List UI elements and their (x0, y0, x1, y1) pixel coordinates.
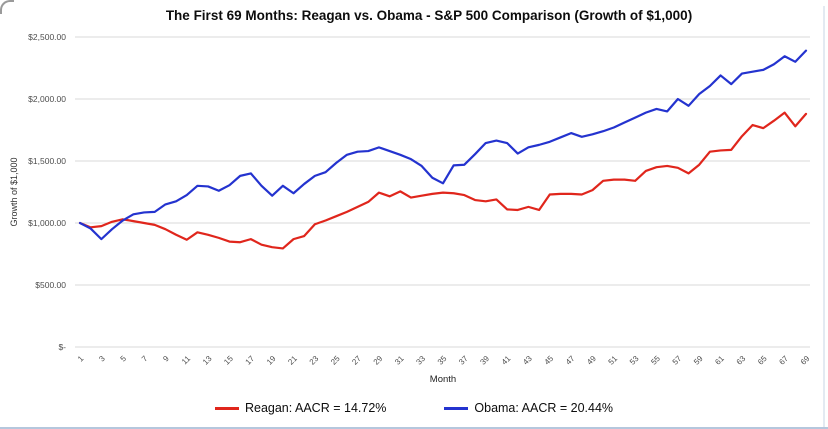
x-tick-label: 43 (521, 354, 534, 367)
window-bottom-edge (0, 427, 828, 429)
x-tick-label: 23 (308, 354, 321, 367)
x-tick-label: 19 (265, 354, 278, 367)
x-tick-label: 67 (777, 354, 790, 367)
y-axis-title: Growth of $1,000 (9, 157, 19, 227)
y-tick-label: $500.00 (35, 280, 66, 290)
x-tick-label: 47 (564, 354, 577, 367)
window-corner-decoration (0, 0, 14, 14)
reagan-line (78, 111, 808, 250)
x-tick-label: 33 (414, 354, 427, 367)
legend-item-obama: Obama: AACR = 20.44% (444, 401, 613, 415)
x-tick-label: 45 (543, 354, 556, 367)
x-tick-label: 25 (329, 354, 342, 367)
x-tick-label: 59 (692, 354, 705, 367)
x-tick-label: 53 (628, 354, 641, 367)
x-tick-label: 49 (585, 354, 598, 367)
x-tick-label: 21 (286, 354, 299, 367)
x-tick-label: 17 (244, 354, 257, 367)
x-tick-label: 13 (201, 354, 214, 367)
x-tick-label: 37 (457, 354, 470, 367)
x-tick-label: 61 (713, 354, 726, 367)
x-tick-label: 41 (500, 354, 513, 367)
x-tick-label: 69 (799, 354, 812, 367)
y-tick-label: $2,500.00 (28, 32, 66, 42)
x-tick-label: 7 (140, 354, 150, 364)
legend-label-obama: Obama: AACR = 20.44% (474, 401, 614, 415)
x-tick-label: 57 (671, 354, 684, 367)
x-tick-label: 55 (649, 354, 662, 367)
x-tick-label: 35 (436, 354, 449, 367)
y-tick-label: $2,000.00 (28, 94, 66, 104)
x-tick-label: 15 (222, 354, 235, 367)
x-axis-title: Month (429, 374, 457, 385)
legend-label-reagan: Reagan: AACR = 14.72% (244, 401, 387, 415)
y-tick-label: $1,000.00 (28, 218, 66, 228)
x-tick-label: 29 (372, 354, 385, 367)
window-right-edge (823, 6, 825, 427)
reagan-line-swatch (214, 406, 239, 410)
y-tick-label: $1,500.00 (28, 156, 66, 166)
x-tick-label: 9 (161, 354, 171, 364)
y-tick-label: $- (58, 342, 66, 352)
legend: Reagan: AACR = 14.72% Obama: AACR = 20.4… (0, 401, 828, 415)
x-tick-label: 63 (735, 354, 748, 367)
x-tick-label: 31 (393, 354, 406, 367)
obama-line (78, 49, 808, 241)
x-tick-label: 51 (607, 354, 620, 367)
x-tick-label: 3 (97, 354, 107, 364)
x-tick-label: 1 (76, 354, 86, 364)
obama-line-swatch (444, 406, 469, 410)
x-tick-label: 65 (756, 354, 769, 367)
chart-title: The First 69 Months: Reagan vs. Obama - … (165, 8, 693, 23)
x-tick-label: 39 (478, 354, 491, 367)
x-tick-label: 27 (350, 354, 363, 367)
x-tick-label: 11 (180, 354, 193, 367)
legend-item-reagan: Reagan: AACR = 14.72% (214, 401, 387, 415)
x-tick-label: 5 (119, 354, 129, 364)
